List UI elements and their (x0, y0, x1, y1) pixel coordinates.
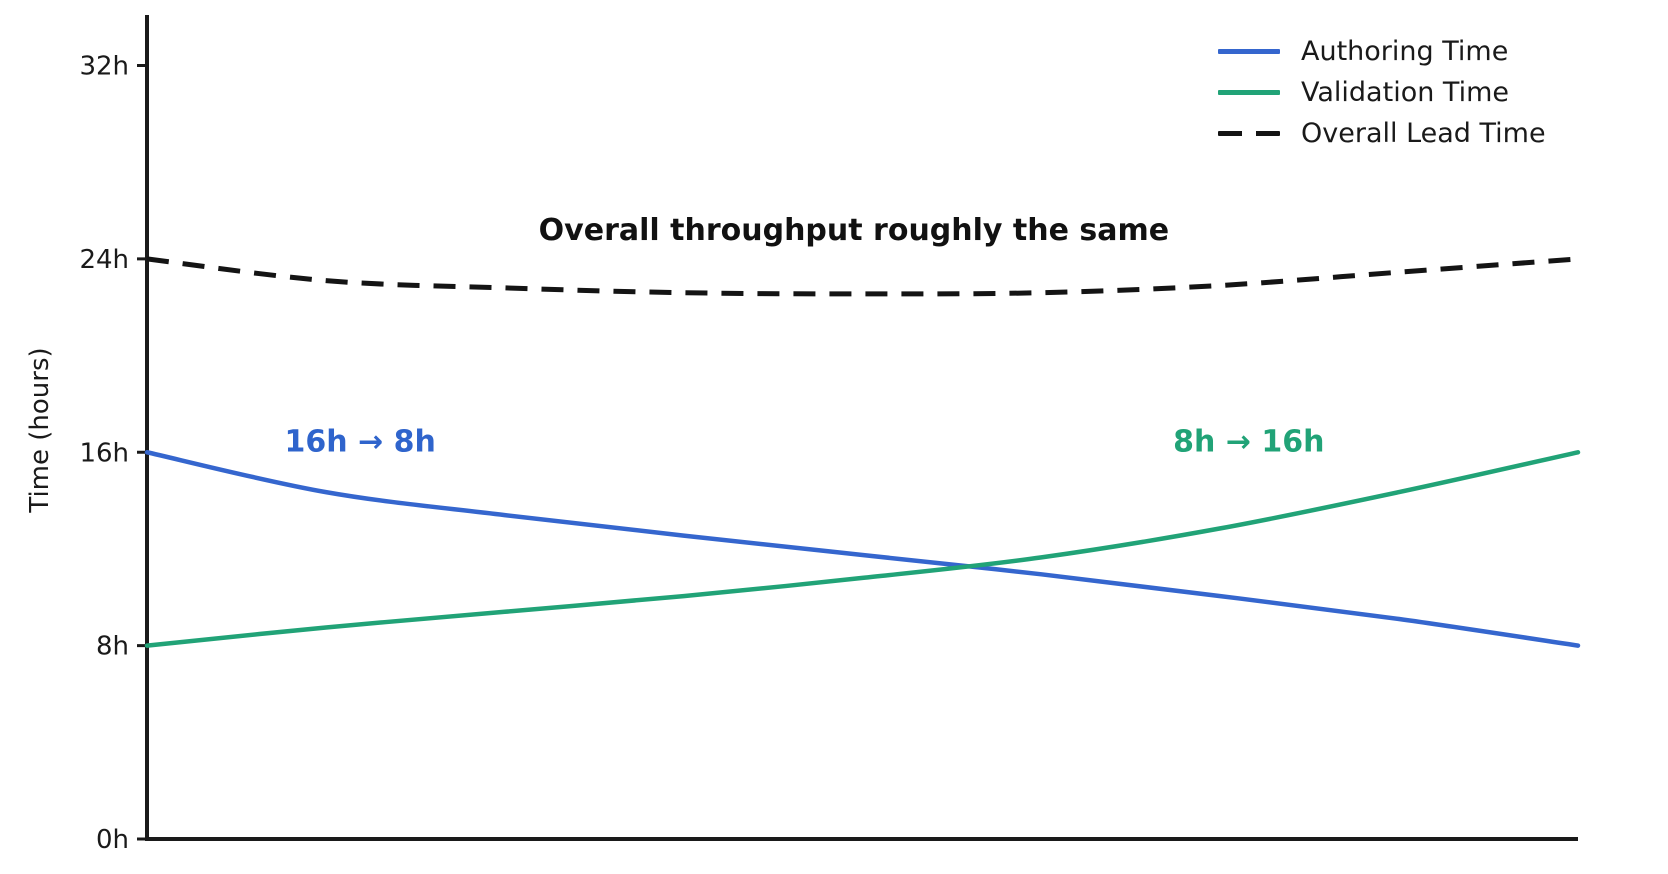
annotation-authoring-change: 16h → 8h (285, 424, 436, 459)
series-line-authoring-time (144, 450, 1581, 648)
series-line-overall-lead-time (146, 256, 1579, 297)
legend-label-authoring-time: Authoring Time (1301, 35, 1509, 67)
legend-item-validation-time: Validation Time (1218, 77, 1546, 107)
y-tick-label: 0h (96, 825, 129, 855)
legend: Authoring Time Validation Time Overall L… (1218, 36, 1546, 148)
y-tick-label: 8h (96, 632, 129, 662)
legend-label-overall-lead-time: Overall Lead Time (1301, 117, 1546, 149)
legend-label-validation-time: Validation Time (1301, 76, 1509, 108)
legend-item-authoring-time: Authoring Time (1218, 36, 1546, 66)
legend-swatch-overall-lead-time (1218, 130, 1280, 136)
y-tick-label: 24h (79, 245, 129, 275)
y-tick-label: 32h (79, 52, 129, 82)
legend-swatch-validation-time (1218, 89, 1280, 95)
legend-item-overall-lead-time: Overall Lead Time (1218, 118, 1546, 148)
legend-swatch-authoring-time (1218, 48, 1280, 54)
series-line-validation-time (144, 450, 1581, 648)
annotation-validation-change: 8h → 16h (1173, 424, 1324, 459)
y-axis-label: Time (hours) (25, 347, 55, 513)
y-tick-label: 16h (79, 438, 129, 468)
annotation-throughput-note: Overall throughput roughly the same (539, 213, 1169, 248)
